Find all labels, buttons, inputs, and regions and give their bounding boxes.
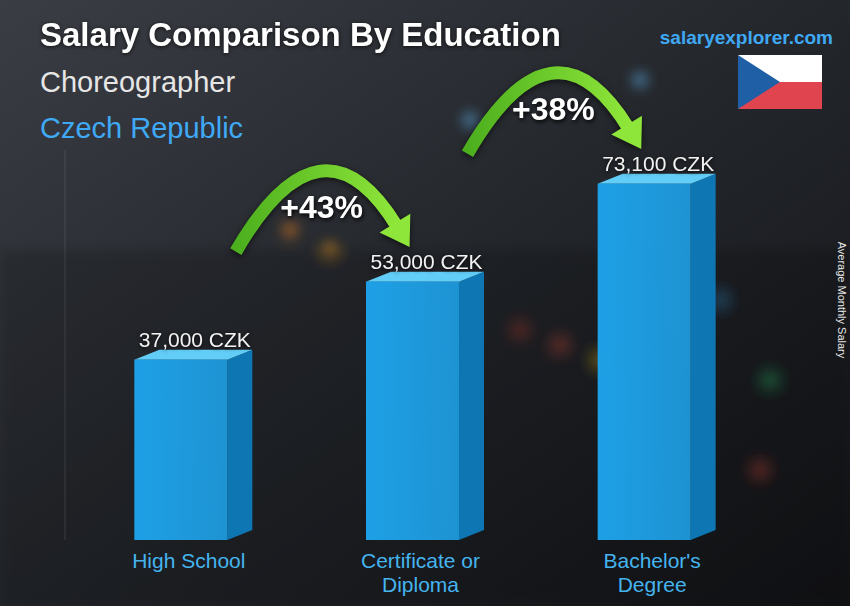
data-label: 37,000 CZK (139, 328, 251, 351)
title: Salary Comparison By Education (40, 16, 561, 53)
bar-top (366, 272, 484, 282)
flag-blue (738, 55, 780, 109)
x-tick-label: High School (109, 549, 269, 573)
bar-group (366, 272, 484, 540)
data-label: 73,100 CZK (602, 152, 714, 175)
bar-group (598, 174, 716, 540)
bar-side (459, 272, 484, 540)
bar-top (598, 174, 716, 184)
bars (134, 174, 715, 540)
x-tick-label: Bachelor's Degree (572, 549, 732, 597)
chart-svg: 37,000 CZK 53,000 CZK 73,100 CZK +43% +38% Sa… (0, 0, 850, 606)
arrow-body (468, 73, 629, 154)
background (0, 0, 850, 606)
bar-side (227, 350, 252, 540)
background-light (461, 111, 479, 129)
arrow-head (611, 116, 642, 149)
page-body: {"chart_data": {"type": "bar", "title": … (0, 0, 850, 606)
location: Czech Republic (40, 112, 243, 144)
background-shade (0, 250, 850, 606)
bar-side (691, 174, 716, 540)
arrow-body (236, 171, 397, 252)
flag (738, 55, 822, 109)
bar (366, 282, 459, 540)
y-axis-line (65, 150, 66, 540)
subtitle: Choreographer (40, 66, 235, 98)
background-light (631, 71, 649, 89)
data-label: 53,000 CZK (370, 250, 482, 273)
background-decoration (0, 71, 850, 606)
page: Chart html, body { margin: 0; padding: 0… (0, 0, 850, 606)
change-label: +43% (280, 189, 363, 225)
bar (598, 184, 691, 540)
y-axis-label: Average Monthly Salary (836, 242, 848, 359)
change-arrow (236, 171, 410, 252)
bar (134, 360, 227, 540)
arrow-head (380, 214, 411, 247)
bar-group (134, 350, 252, 540)
chart-container: 37,000 CZK 53,000 CZK 73,100 CZK +43% +38% Sa… (0, 0, 850, 606)
bar-top (134, 350, 252, 360)
change-label: +38% (512, 91, 595, 127)
source: salaryexplorer.com (660, 27, 833, 48)
change-arrow (468, 73, 642, 154)
x-tick-label: Certificate or Diploma (341, 549, 501, 597)
